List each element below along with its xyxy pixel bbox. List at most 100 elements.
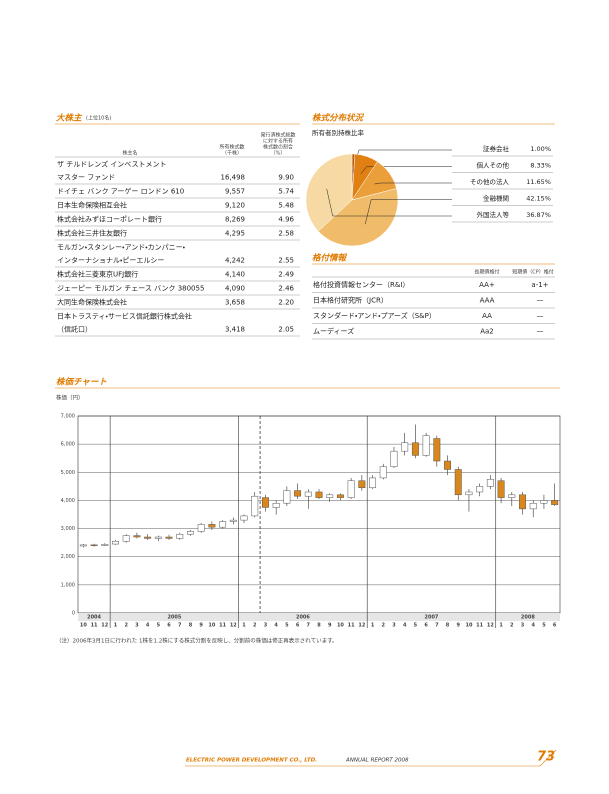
x-tick-label: 12: [358, 623, 365, 629]
candle-body: [347, 480, 355, 498]
legend-label: その他の法人: [470, 177, 510, 186]
leader-line: [326, 188, 452, 217]
candle-body: [187, 531, 194, 535]
x-tick-label: 11: [348, 623, 355, 629]
shares: 3,418: [225, 326, 245, 334]
x-tick-label: 11: [91, 623, 98, 629]
x-tick-label: 8: [317, 623, 321, 629]
candle-body: [176, 533, 184, 539]
x-tick-label: 4: [403, 623, 407, 629]
ratio: 2.58: [278, 230, 294, 238]
candle-body: [112, 540, 119, 545]
x-tick-label: 10: [465, 623, 472, 629]
x-tick-label: 4: [274, 623, 278, 629]
x-tick-label: 12: [230, 623, 237, 629]
year-label: 2004: [87, 615, 101, 621]
x-tick-label: 12: [487, 623, 494, 629]
legend-label: 外国法人等: [477, 210, 510, 219]
ratio: 2.05: [278, 326, 294, 334]
short-rating: a-1+: [531, 281, 548, 289]
short-rating: —: [537, 312, 544, 320]
column-header: 株式数の割合: [263, 144, 293, 151]
x-tick-label: 11: [476, 623, 483, 629]
column-header: に対する所有: [263, 138, 293, 145]
candle-body: [219, 521, 227, 528]
pie-slice: [305, 153, 353, 232]
x-tick-label: 4: [531, 623, 535, 629]
candle-body: [315, 491, 323, 498]
candle-body: [90, 544, 98, 546]
candle-body: [336, 494, 344, 498]
year-label: 2007: [425, 615, 439, 621]
shareholder-name: マスター ファンド: [57, 173, 115, 182]
x-tick-label: 2: [253, 623, 257, 629]
x-tick-label: 1: [371, 623, 375, 629]
shareholder-name: 株式会社みずほコーポレート銀行: [57, 215, 162, 224]
column-header: 長期債格付: [474, 269, 499, 276]
shares: 4,295: [225, 230, 245, 238]
x-tick-label: 2: [510, 623, 514, 629]
legend-label: 証券会社: [483, 144, 510, 153]
candle-body: [422, 435, 430, 456]
value-label: 42.15%: [526, 195, 551, 203]
candle-body: [508, 494, 516, 498]
candle-body: [165, 536, 173, 539]
footnote: （注）2006年3月1日に行われた 1株を1.2株にする株式分割を反映し、分割前…: [56, 637, 338, 645]
shares: 4,140: [225, 271, 245, 279]
year-band: [78, 613, 560, 621]
shares: 8,269: [225, 216, 245, 224]
legend-label: 個人その他: [477, 161, 510, 170]
agency: スタンダード・アンド・プアーズ（S&P）: [313, 311, 436, 320]
long-rating: AAA: [480, 297, 495, 305]
candle-body: [454, 469, 462, 496]
x-tick-label: 10: [80, 623, 87, 629]
candle-body: [486, 479, 494, 487]
year-label: 2005: [167, 615, 181, 621]
y-tick-label: 0: [72, 611, 75, 617]
x-tick-label: 6: [553, 623, 557, 629]
x-tick-label: 1: [114, 623, 118, 629]
y-tick-label: 6,000: [61, 442, 75, 448]
candle-body: [261, 497, 269, 508]
x-tick-label: 12: [101, 623, 108, 629]
footer-company: ELECTRIC POWER DEVELOPMENT CO., LTD.: [186, 758, 317, 764]
x-tick-label: 8: [446, 623, 450, 629]
candle-body: [433, 438, 441, 462]
agency: ムーディーズ: [313, 327, 354, 336]
x-tick-label: 5: [157, 623, 161, 629]
pie-subtitle: 所有者別持株比率: [312, 128, 365, 137]
shareholder-name: 株式会社三菱東京UFJ銀行: [57, 270, 138, 279]
x-tick-label: 3: [135, 623, 139, 629]
candle-body: [122, 535, 130, 542]
y-tick-label: 2,000: [61, 554, 75, 560]
agency: 日本格付研究所（JCR）: [313, 296, 388, 305]
ratio: 2.20: [278, 299, 294, 307]
value-label: 36.87%: [526, 211, 551, 219]
candle-body: [540, 500, 548, 504]
shareholder-name: ドイチェ バンク アーゲー ロンドン 610: [57, 187, 184, 196]
shares: 9,120: [225, 202, 245, 210]
shareholder-name: ジェーピー モルガン チェース バンク 380055: [57, 284, 204, 293]
candle-body: [497, 480, 505, 498]
section-title: 大株主: [55, 113, 83, 124]
shares: 3,658: [225, 299, 245, 307]
column-header: 発行済株式総数: [260, 132, 295, 139]
shares: 16,498: [221, 174, 246, 182]
candle-body: [283, 490, 291, 504]
candle-body: [304, 491, 312, 497]
x-tick-label: 4: [146, 623, 150, 629]
x-tick-label: 2: [124, 623, 128, 629]
legend-label: 金融機関: [483, 194, 509, 203]
shareholder-name: （信託口）: [57, 325, 92, 334]
x-tick-label: 9: [328, 623, 332, 629]
candle-body: [240, 515, 248, 521]
candle-body: [529, 502, 537, 510]
column-header: （%）: [271, 151, 286, 157]
candle-body: [444, 460, 451, 470]
candle-body: [401, 442, 409, 452]
long-rating: Aa2: [480, 328, 494, 336]
candle-body: [144, 536, 152, 539]
year-label: 2006: [296, 615, 310, 621]
shareholder-name: 株式会社三井住友銀行: [57, 229, 127, 238]
plot-frame: [77, 415, 561, 614]
